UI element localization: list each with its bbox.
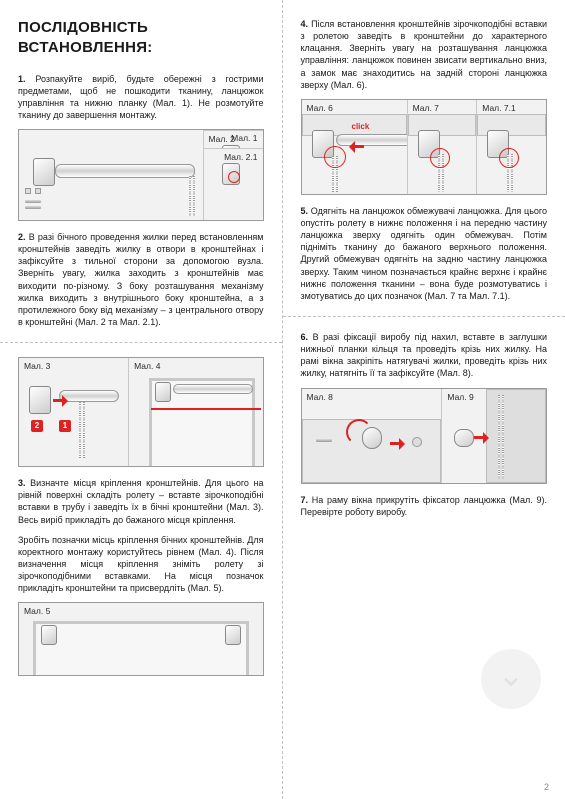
arrow-icon <box>474 431 492 445</box>
figure-2-1-label: Мал. 2.1 <box>224 152 257 163</box>
figure-3-label: Мал. 3 <box>24 361 50 372</box>
figure-1: Мал. 1 ✂ Мал. 2 Мал. 2.1 <box>19 130 263 220</box>
watermark-icon <box>481 649 541 709</box>
step-3-body-a: Визначте місця кріплення кронштейнів. Дл… <box>18 478 264 524</box>
arrow-icon <box>53 394 71 408</box>
step-5-text: 5. Одягніть на ланцюжок обмежувачі ланцю… <box>301 205 548 302</box>
figure-2-1: Мал. 2.1 <box>203 148 263 220</box>
figure-3: Мал. 3 2 1 <box>19 358 129 466</box>
figure-7: Мал. 7 <box>408 100 478 194</box>
figure-group-5: Мал. 8 Мал. 9 <box>301 388 548 484</box>
step-4-body: Після встановлення кронштейнів зірочкопо… <box>301 19 548 90</box>
step-7-body: На раму вікна прикрутіть фіксатор ланцюж… <box>301 495 548 517</box>
figure-5-label: Мал. 5 <box>24 606 50 617</box>
step-3-text-b: Зробіть позначки місць кріплення бічних … <box>18 534 264 595</box>
step-1-num: 1. <box>18 74 26 84</box>
step-1-text: 1. Розпакуйте виріб, будьте обережні з г… <box>18 73 264 122</box>
step-3-text-a: 3. Визначте місця кріплення кронштейнів.… <box>18 477 264 526</box>
badge-2: 2 <box>31 420 43 432</box>
step-5-body: Одягніть на ланцюжок обмежувачі ланцюжка… <box>301 206 548 301</box>
figure-9-label: Мал. 9 <box>447 392 473 403</box>
badge-1: 1 <box>59 420 71 432</box>
figure-group-3: Мал. 5 <box>18 602 264 676</box>
figure-6: Мал. 6 click <box>302 100 408 194</box>
figure-group-4: Мал. 6 click Мал. 7 Мал. 7.1 <box>301 99 548 195</box>
step-2-num: 2. <box>18 232 26 242</box>
step-4-num: 4. <box>301 19 309 29</box>
step-6-text: 6. В разі фіксації виробу під нахил, вст… <box>301 331 548 380</box>
figure-8: Мал. 8 <box>302 389 443 483</box>
step-6-body: В разі фіксації виробу під нахил, вставт… <box>301 332 548 378</box>
figure-4-label: Мал. 4 <box>134 361 160 372</box>
figure-2-label: Мал. 2 <box>209 134 235 145</box>
figure-group-1: Мал. 1 ✂ Мал. 2 Мал. 2.1 <box>18 129 264 221</box>
figure-8-label: Мал. 8 <box>307 392 333 403</box>
arrow-icon <box>390 437 408 451</box>
step-5-num: 5. <box>301 206 309 216</box>
step-7-text: 7. На раму вікна прикрутіть фіксатор лан… <box>301 494 548 518</box>
figure-9: Мал. 9 <box>442 389 546 483</box>
step-3-num: 3. <box>18 478 26 488</box>
figure-4: Мал. 4 <box>129 358 262 466</box>
figure-5: Мал. 5 <box>19 603 263 675</box>
step-4-text: 4. Після встановлення кронштейнів зірочк… <box>301 18 548 91</box>
arrow-curve-icon <box>346 419 372 445</box>
figure-7-1-label: Мал. 7.1 <box>482 103 515 114</box>
step-6-num: 6. <box>301 332 309 342</box>
step-1-body: Розпакуйте виріб, будьте обережні з гост… <box>18 74 264 120</box>
figure-1-label: Мал. 1 <box>231 133 257 144</box>
figure-6-label: Мал. 6 <box>307 103 333 114</box>
step-7-num: 7. <box>301 495 309 505</box>
figure-group-2: Мал. 3 2 1 Мал. 4 <box>18 357 264 467</box>
click-label: click <box>352 122 370 133</box>
step-2-body: В разі бічного проведення жилки перед вс… <box>18 232 264 327</box>
figure-7-label: Мал. 7 <box>413 103 439 114</box>
arrow-icon <box>346 140 364 154</box>
divider-left <box>0 342 282 343</box>
page-title: ПОСЛІДОВНІСТЬ ВСТАНОВЛЕННЯ: <box>18 18 264 59</box>
page-number: 2 <box>544 781 549 793</box>
figure-7-1: Мал. 7.1 <box>477 100 546 194</box>
divider-right <box>283 316 565 317</box>
step-2-text: 2. В разі бічного проведення жилки перед… <box>18 231 264 328</box>
